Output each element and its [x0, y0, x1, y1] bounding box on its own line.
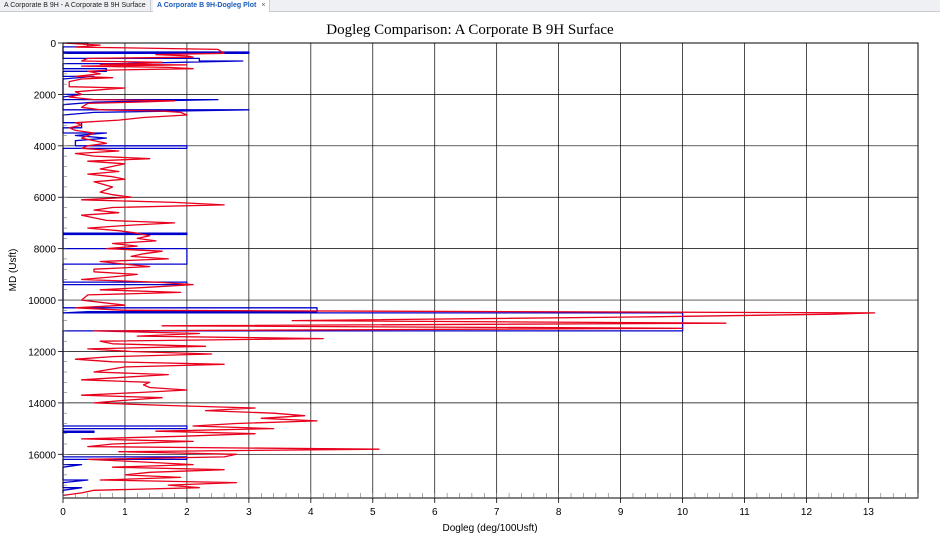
x-tick-label: 7 — [494, 507, 500, 518]
plot-frame — [62, 42, 919, 499]
y-tick-label: 10000 — [28, 296, 56, 307]
x-axis-title: Dogleg (deg/100Usft) — [442, 523, 537, 534]
tab-dogleg-plot[interactable]: A Corporate B 9H-Dogleg Plot × — [153, 0, 271, 12]
plot-area-border — [62, 42, 919, 499]
tab-bar: A Corporate B 9H - A Corporate B 9H Surf… — [0, 0, 940, 12]
x-tick-label: 3 — [246, 507, 252, 518]
x-tick-label: 5 — [370, 507, 376, 518]
y-tick-label: 8000 — [34, 245, 57, 256]
y-tick-label: 12000 — [28, 347, 56, 358]
y-tick-label: 6000 — [34, 193, 57, 204]
y-tick-label: 0 — [50, 39, 56, 50]
tab-surface-comparison[interactable]: A Corporate B 9H - A Corporate B 9H Surf… — [0, 0, 151, 11]
tab-dogleg-plot-label: A Corporate B 9H-Dogleg Plot — [157, 2, 257, 9]
x-tick-label: 6 — [432, 507, 438, 518]
close-icon[interactable]: × — [261, 2, 266, 9]
x-tick-label: 8 — [556, 507, 562, 518]
x-tick-label: 10 — [677, 507, 689, 518]
y-tick-label: 4000 — [34, 142, 57, 153]
plot-series — [62, 42, 876, 497]
x-tick-label: 11 — [739, 507, 750, 518]
y-axis-title: MD (Usft) — [8, 249, 19, 292]
x-tick-label: 12 — [801, 507, 813, 518]
x-tick-label: 2 — [184, 507, 190, 518]
x-tick-label: 4 — [308, 507, 314, 518]
plot-ticks: 0 1 2 3 4 5 6 7 8 9 10 11 12 130200040006000800010000… — [28, 39, 919, 518]
y-tick-label: 14000 — [28, 399, 56, 410]
x-tick-label: 0 — [60, 507, 66, 518]
x-tick-label: 1 — [122, 507, 128, 518]
tab-surface-comparison-label: A Corporate B 9H - A Corporate B 9H Surf… — [4, 2, 146, 9]
x-tick-label: 13 — [863, 507, 875, 518]
y-tick-label: 2000 — [34, 90, 57, 101]
series-line-red — [62, 42, 876, 497]
chart-title: Dogleg Comparison: A Corporate B 9H Surf… — [326, 22, 614, 38]
y-tick-label: 16000 — [28, 450, 56, 461]
dogleg-plot: 0 1 2 3 4 5 6 7 8 9 10 11 12 130200040006000800010000… — [8, 22, 919, 534]
x-tick-label: 9 — [618, 507, 624, 518]
plot-grid — [63, 43, 918, 498]
